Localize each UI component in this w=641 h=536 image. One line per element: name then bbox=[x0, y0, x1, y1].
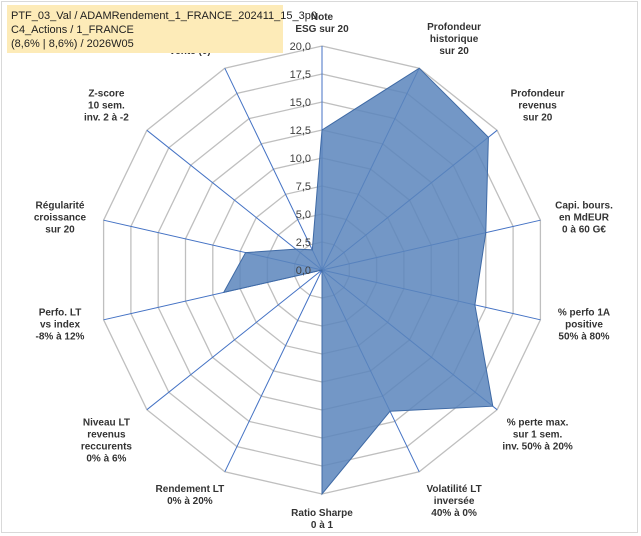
tick-label-1: 2,5 bbox=[296, 237, 311, 249]
axis-label-4-line-0: % perfo 1A bbox=[558, 307, 610, 318]
axis-label-3-line-1: en MdEUR bbox=[559, 213, 610, 224]
axis-label-4-line-2: 50% à 80% bbox=[558, 331, 609, 342]
tick-label-0: 0,0 bbox=[296, 265, 311, 277]
axis-label-6-line-2: 40% à 0% bbox=[431, 508, 477, 519]
axis-label-2-line-2: sur 20 bbox=[523, 112, 553, 123]
axis-label-11: Régularité croissance sur 20 bbox=[34, 201, 87, 236]
axis-label-3-line-0: Capi. bours. bbox=[555, 201, 613, 212]
axis-label-7-line-0: Ratio Sharpe bbox=[291, 508, 353, 519]
axis-label-9: Niveau LT revenus reccurents 0% à 6% bbox=[81, 418, 133, 465]
axis-label-4-line-1: positive bbox=[565, 319, 603, 330]
axis-label-8-line-1: 0% à 20% bbox=[167, 496, 213, 507]
axis-label-1: Profondeur historique sur 20 bbox=[427, 22, 481, 57]
axis-label-2-line-1: revenus bbox=[518, 100, 557, 111]
axis-label-1-line-0: Profondeur bbox=[427, 22, 481, 33]
axis-label-0-line-1: ESG sur 20 bbox=[295, 24, 349, 35]
axis-label-12-line-1: 10 sem. bbox=[88, 100, 125, 111]
axis-label-10-line-0: Perfo. LT bbox=[39, 307, 82, 318]
axis-label-10-line-1: vs index bbox=[40, 319, 80, 330]
chart-title-box: PTF_03_Val / ADAMRendement_1_FRANCE_2024… bbox=[7, 5, 317, 53]
axis-label-5: % perte max. sur 1 sem. inv. 50% à 20% bbox=[502, 418, 573, 453]
chart-title-line-2: C4_Actions / 1_FRANCE bbox=[11, 24, 134, 36]
tick-label-2: 5,0 bbox=[296, 209, 311, 221]
axis-label-7-line-1: 0 à 1 bbox=[311, 520, 334, 531]
tick-label-3: 7,5 bbox=[296, 181, 311, 193]
axis-label-7: Ratio Sharpe 0 à 1 bbox=[291, 508, 353, 531]
axis-label-12: Z-score 10 sem. inv. 2 à -2 bbox=[84, 88, 129, 123]
axis-label-2-line-0: Profondeur bbox=[511, 88, 565, 99]
spoke-13 bbox=[224, 67, 323, 271]
chart-title-line-1: PTF_03_Val / ADAMRendement_1_FRANCE_2024… bbox=[11, 10, 317, 22]
axis-label-9-line-3: 0% à 6% bbox=[86, 454, 126, 465]
axis-label-6-line-0: Volatilité LT bbox=[427, 484, 482, 495]
axis-label-3: Capi. bours. en MdEUR 0 à 60 G€ bbox=[555, 201, 613, 236]
spoke-12 bbox=[146, 129, 323, 271]
axis-label-0-line-0: Note bbox=[311, 12, 334, 23]
spoke-8 bbox=[224, 269, 323, 473]
radial-tick-labels: 0,0 2,5 5,0 7,5 10,0 12,5 15,0 17,5 20,0 bbox=[290, 41, 311, 277]
axis-label-10: Perfo. LT vs index -8% à 12% bbox=[36, 307, 85, 342]
axis-label-6: Volatilité LT inversée 40% à 0% bbox=[427, 484, 482, 519]
axis-label-9-line-2: reccurents bbox=[81, 442, 133, 453]
spoke-9 bbox=[146, 269, 323, 411]
axis-label-10-line-2: -8% à 12% bbox=[36, 331, 85, 342]
tick-label-7: 17,5 bbox=[290, 69, 311, 81]
axis-label-5-line-2: inv. 50% à 20% bbox=[502, 442, 573, 453]
axis-label-5-line-1: sur 1 sem. bbox=[513, 430, 563, 441]
tick-label-8: 20,0 bbox=[290, 41, 311, 53]
axis-label-0: Note ESG sur 20 bbox=[295, 12, 349, 35]
series-area bbox=[222, 67, 494, 496]
axis-label-4: % perfo 1A positive 50% à 80% bbox=[558, 307, 610, 342]
axis-label-6-line-1: inversée bbox=[434, 496, 475, 507]
axis-label-11-line-1: croissance bbox=[34, 213, 87, 224]
radar-series bbox=[222, 67, 494, 496]
axis-label-9-line-1: revenus bbox=[87, 430, 126, 441]
axis-label-1-line-1: historique bbox=[430, 34, 479, 45]
axis-label-1-line-2: sur 20 bbox=[439, 46, 469, 57]
axis-label-11-line-2: sur 20 bbox=[45, 225, 75, 236]
axis-label-8-line-0: Rendement LT bbox=[156, 484, 225, 495]
chart-title-line-3: (8,6% | 8,6%) / 2026W05 bbox=[11, 38, 134, 50]
tick-label-6: 15,0 bbox=[290, 97, 311, 109]
axis-label-12-line-0: Z-score bbox=[88, 88, 125, 99]
axis-label-11-line-0: Régularité bbox=[36, 201, 85, 212]
axis-label-2: Profondeur revenus sur 20 bbox=[511, 88, 565, 123]
axis-label-8: Rendement LT 0% à 20% bbox=[156, 484, 225, 507]
axis-label-5-line-0: % perte max. bbox=[507, 418, 569, 429]
tick-label-4: 10,0 bbox=[290, 153, 311, 165]
axis-label-9-line-0: Niveau LT bbox=[83, 418, 130, 429]
axis-label-3-line-2: 0 à 60 G€ bbox=[562, 225, 606, 236]
tick-label-5: 12,5 bbox=[290, 125, 311, 137]
axis-label-12-line-2: inv. 2 à -2 bbox=[84, 112, 129, 123]
